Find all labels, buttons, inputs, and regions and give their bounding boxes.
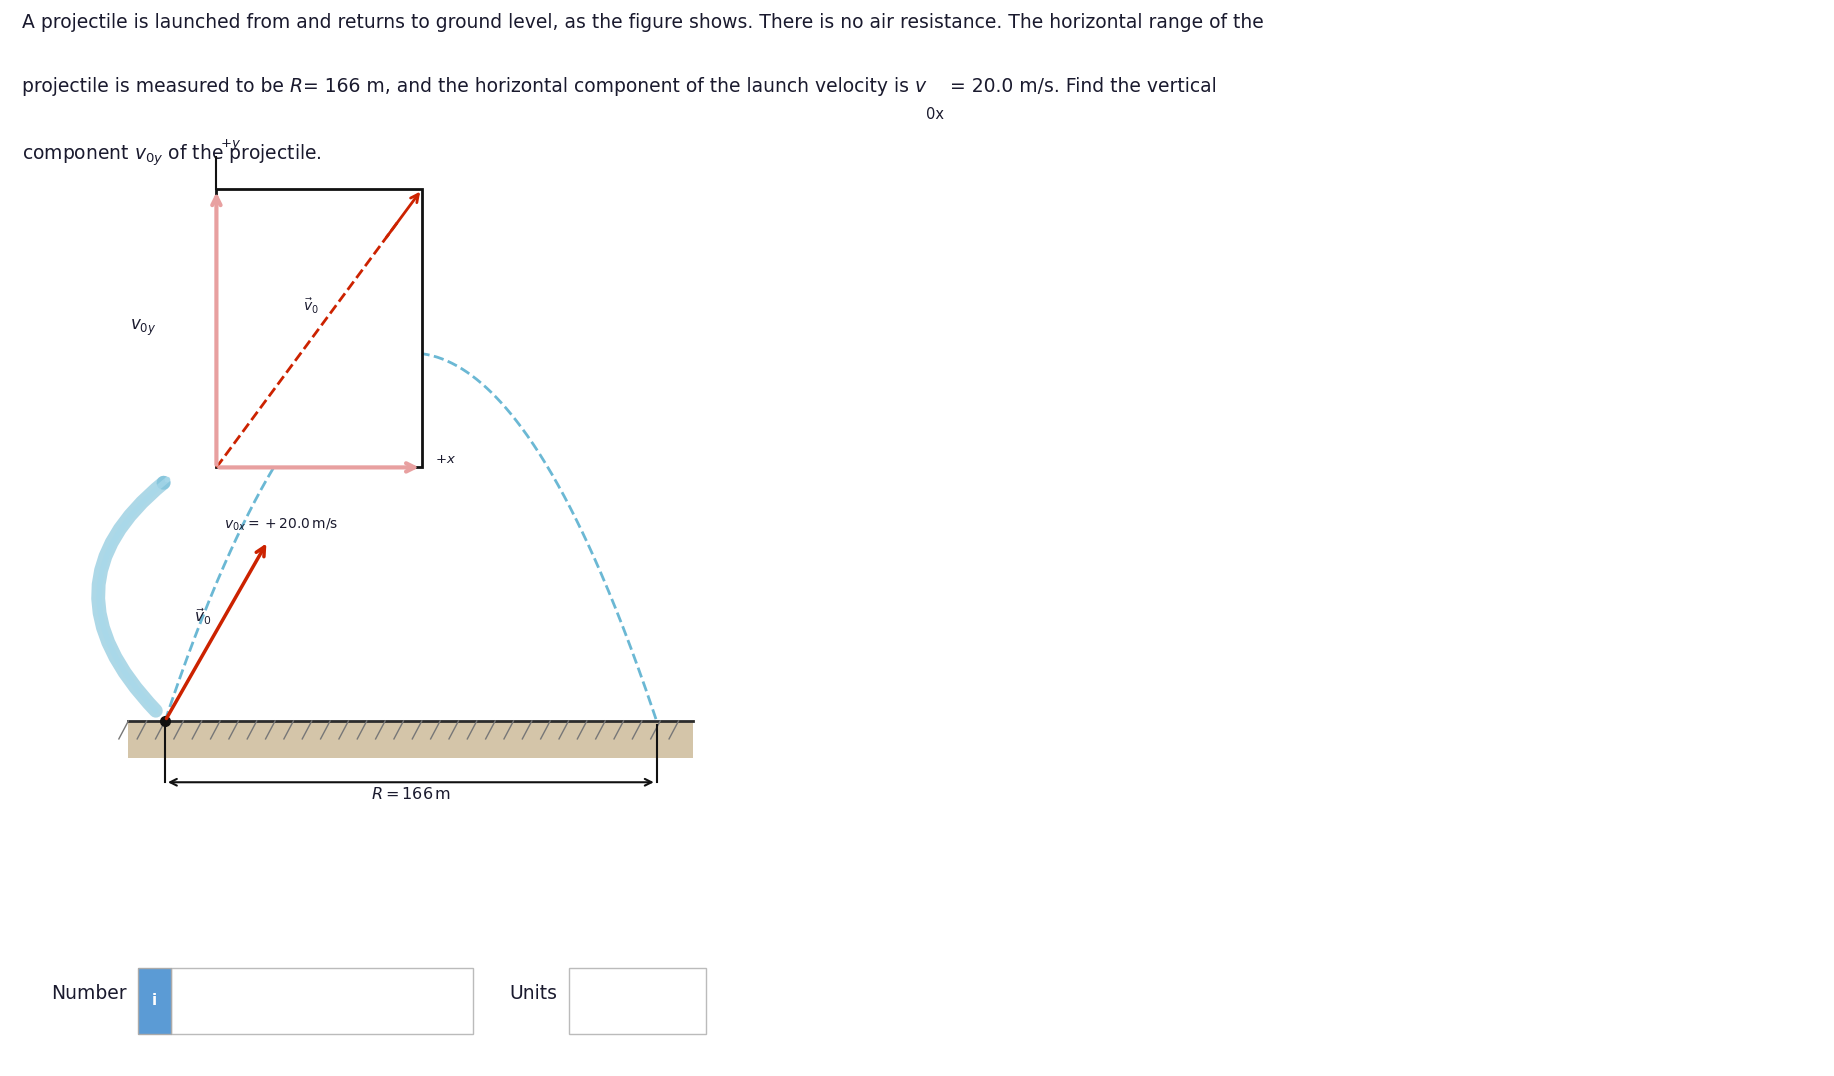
- Text: $v_{0x}=+20.0\,\mathrm{m/s}$: $v_{0x}=+20.0\,\mathrm{m/s}$: [224, 516, 337, 533]
- Text: ∨: ∨: [686, 994, 693, 1007]
- FancyArrowPatch shape: [99, 483, 163, 711]
- Text: $+y$: $+y$: [220, 137, 240, 152]
- Text: = 20.0 m/s. Find the vertical: = 20.0 m/s. Find the vertical: [945, 77, 1216, 97]
- FancyArrowPatch shape: [99, 480, 167, 711]
- Text: component $v_{0y}$ of the projectile.: component $v_{0y}$ of the projectile.: [22, 142, 321, 168]
- Text: A projectile is launched from and returns to ground level, as the figure shows. : A projectile is launched from and return…: [22, 13, 1264, 32]
- Bar: [216, 189, 422, 467]
- Text: $\vec{v}_0$: $\vec{v}_0$: [194, 606, 211, 627]
- Text: 0x: 0x: [926, 107, 945, 122]
- FancyBboxPatch shape: [138, 967, 171, 1034]
- Text: $R=166\,\mathrm{m}$: $R=166\,\mathrm{m}$: [370, 787, 451, 803]
- Text: Number: Number: [51, 983, 127, 1003]
- Text: $+x$: $+x$: [435, 453, 457, 466]
- FancyBboxPatch shape: [171, 967, 473, 1034]
- Text: v: v: [915, 77, 926, 97]
- Text: $v_{0y}$: $v_{0y}$: [130, 318, 156, 339]
- Text: Units: Units: [510, 983, 558, 1003]
- Text: i: i: [152, 993, 156, 1008]
- FancyBboxPatch shape: [569, 967, 706, 1034]
- Text: R: R: [290, 77, 303, 97]
- Text: $\vec{v}_0$: $\vec{v}_0$: [303, 297, 319, 315]
- Text: = 166 m, and the horizontal component of the launch velocity is: = 166 m, and the horizontal component of…: [303, 77, 915, 97]
- Text: projectile is measured to be: projectile is measured to be: [22, 77, 290, 97]
- Bar: [128, 721, 693, 758]
